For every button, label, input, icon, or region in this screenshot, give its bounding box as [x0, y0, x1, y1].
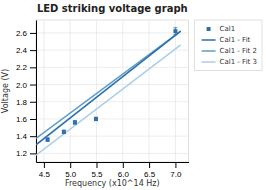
scatter-point — [94, 117, 98, 121]
chart: 4.5 5.0 5.5 6.0 6.5 7.0 1.2 1.4 1.6 1.8 2.0 2.2 2.4 2… — [0, 0, 266, 190]
x-tick-group: 6.0 — [118, 162, 130, 179]
x-tick — [44, 162, 45, 168]
title: LED striking voltage graph — [37, 3, 188, 14]
x-grid-line — [149, 20, 150, 162]
y-tick — [30, 119, 36, 120]
legend-symbol — [202, 50, 216, 52]
legend-items: Cal1 Cal1 - Fit Cal1 - Fit 2 Cal1 - Fit 3 — [202, 25, 257, 66]
scatter-point — [173, 29, 177, 33]
error-bar — [62, 130, 66, 133]
y-axis: 1.2 1.4 1.6 1.8 2.0 2.2 2.4 2.6 — [16, 21, 37, 163]
x-tick-group: 5.5 — [91, 162, 103, 179]
legend-item: Cal1 - Fit — [202, 36, 251, 44]
y-tick-label: 1.2 — [16, 149, 28, 158]
y-tick — [30, 33, 36, 34]
legend-label: Cal1 - Fit 2 — [220, 47, 257, 55]
x-tick-label: 7.0 — [170, 170, 182, 179]
x-grid-line — [96, 20, 97, 162]
x-tick — [123, 162, 124, 168]
y-grid-line — [36, 153, 189, 154]
y-tick-label: 2.0 — [16, 81, 28, 90]
legend-frame — [195, 20, 262, 70]
y-tick-label: 2.6 — [16, 29, 28, 38]
x-tick-group: 4.5 — [39, 162, 51, 179]
y-grid-line — [36, 50, 189, 51]
legend-item: Cal1 - Fit 3 — [202, 58, 257, 66]
scatter-point — [62, 130, 66, 134]
x-tick — [175, 162, 176, 168]
legend-symbol — [202, 39, 216, 41]
x-tick-group: 7.0 — [170, 162, 182, 179]
legend-label: Cal1 - Fit — [220, 36, 251, 44]
error-bar — [46, 138, 50, 141]
y-grid-line — [36, 136, 189, 137]
x-tick — [96, 162, 97, 168]
y-tick-group: 1.6 — [16, 115, 36, 124]
x-axis: 4.5 5.0 5.5 6.0 6.5 7.0 — [37, 162, 190, 179]
fit-line — [36, 45, 181, 155]
x-axis-line — [37, 162, 190, 163]
legend-symbol — [207, 27, 211, 31]
y-tick-group: 2.4 — [16, 46, 36, 55]
x-grid-line — [122, 20, 123, 162]
y-tick-label: 1.8 — [16, 98, 28, 107]
y-tick-group: 2.2 — [16, 63, 36, 72]
y-axis-title: Voltage (V) — [1, 69, 10, 113]
x-tick — [70, 162, 71, 168]
y-tick-group: 1.2 — [16, 149, 36, 158]
y-tick — [30, 85, 36, 86]
x-tick-label: 4.5 — [39, 170, 51, 179]
x-tick-label: 6.0 — [118, 170, 130, 179]
y-tick-label: 2.2 — [16, 63, 28, 72]
y-grid-line — [36, 101, 189, 102]
y-tick — [30, 67, 36, 68]
legend-label: Cal1 — [220, 25, 236, 33]
y-tick — [30, 102, 36, 103]
y-tick-group: 1.4 — [16, 132, 36, 141]
plot: 4.5 5.0 5.5 6.0 6.5 7.0 1.2 1.4 1.6 1.8 2.0 2.2 2.4 2… — [16, 20, 189, 179]
x-tick-label: 5.0 — [65, 170, 77, 179]
scatter-point — [73, 120, 77, 124]
x-tick-group: 6.5 — [144, 162, 156, 179]
scatter-point — [46, 138, 50, 142]
marks — [36, 28, 181, 155]
legend-item: Cal1 — [207, 25, 236, 33]
fit-line — [36, 31, 181, 145]
y-axis-line — [36, 21, 37, 163]
y-tick-group: 1.8 — [16, 98, 36, 107]
x-grid-line — [43, 20, 44, 162]
y-tick-label: 1.6 — [16, 115, 28, 124]
x-tick-label: 6.5 — [144, 170, 156, 179]
plot-frame — [36, 20, 189, 162]
y-grid-line — [36, 67, 189, 68]
y-tick-group: 2.0 — [16, 81, 36, 90]
x-tick-group: 5.0 — [65, 162, 77, 179]
x-axis-title: Frequency (x10^14 Hz) — [65, 179, 160, 188]
error-bar — [73, 121, 77, 124]
y-tick-label: 1.4 — [16, 132, 28, 141]
y-tick — [30, 153, 36, 154]
x-tick-label: 5.5 — [91, 170, 103, 179]
legend-label: Cal1 - Fit 3 — [220, 58, 257, 66]
x-grid-line — [175, 20, 176, 162]
grid — [36, 20, 189, 162]
y-tick-group: 2.6 — [16, 29, 36, 38]
y-tick — [30, 136, 36, 137]
legend: Cal1 Cal1 - Fit Cal1 - Fit 2 Cal1 - Fit 3 — [195, 20, 262, 70]
error-bar — [94, 117, 98, 120]
y-tick-label: 2.4 — [16, 46, 28, 55]
y-grid-line — [36, 32, 189, 33]
x-grid-line — [70, 20, 71, 162]
y-tick — [30, 50, 36, 51]
x-tick — [149, 162, 150, 168]
y-grid-line — [36, 118, 189, 119]
legend-item: Cal1 - Fit 2 — [202, 47, 257, 55]
legend-symbol — [202, 61, 216, 63]
error-bar — [173, 28, 177, 35]
fit-line — [36, 31, 181, 138]
